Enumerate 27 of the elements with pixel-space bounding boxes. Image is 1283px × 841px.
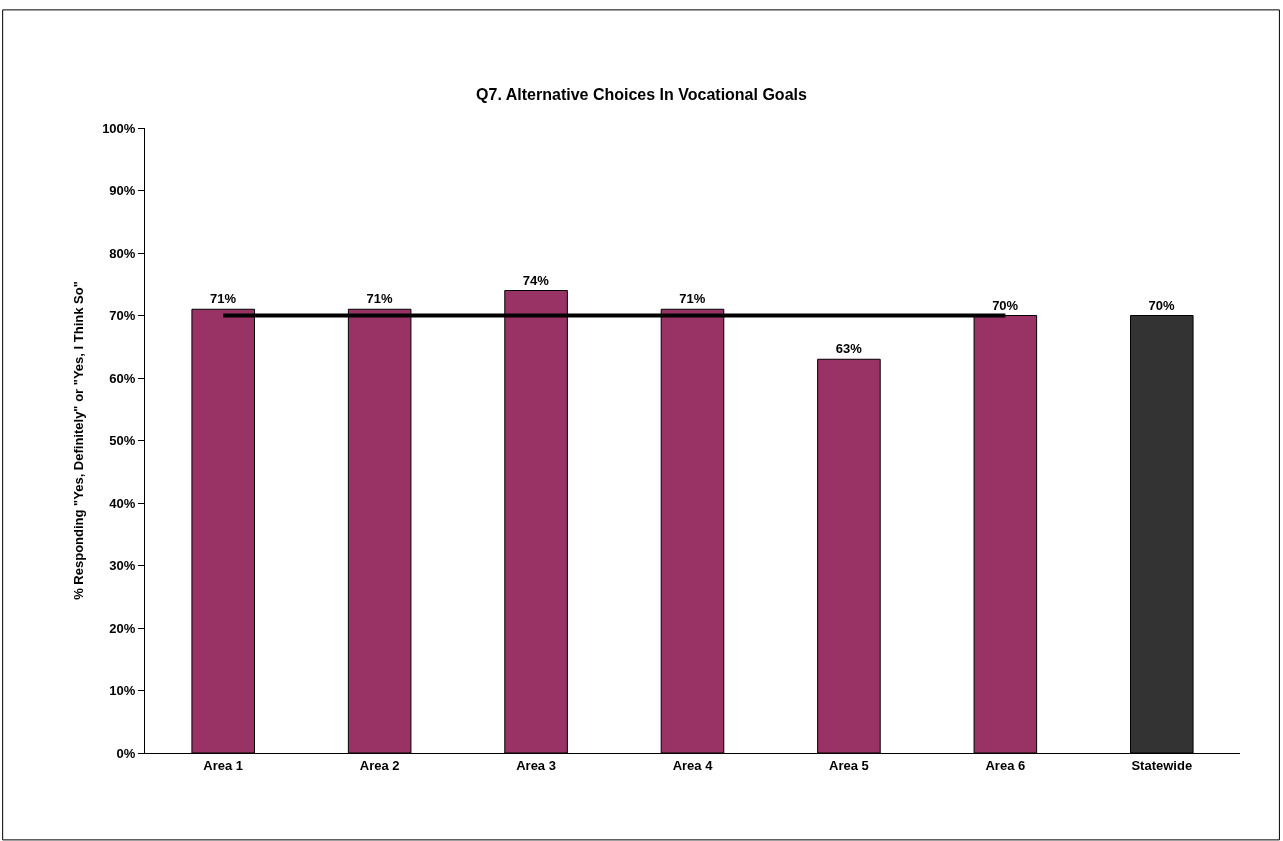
x-tick-label: Statewide [1131,757,1193,773]
x-tick-label: Area 4 [672,757,714,773]
data-label: 63% [835,341,863,357]
x-tick-label: Area 3 [516,757,556,773]
y-tick-label: 60% [109,370,136,386]
data-label: 71% [209,291,237,307]
x-tick-label: Area 6 [985,757,1026,773]
x-tick-label: Area 5 [829,757,869,773]
y-tick-label: 10% [109,683,136,699]
data-label: 71% [679,291,706,307]
y-tick-label: 100% [102,120,136,136]
chart-title: Q7. Alternative Choices In Vocational Goals [476,85,807,103]
data-label: 74% [522,272,550,288]
data-label: 71% [366,291,393,307]
y-tick-label: 80% [109,245,136,261]
data-label: 70% [1148,297,1176,313]
y-tick-label: 90% [109,183,136,199]
y-tick-label: 70% [109,308,136,324]
y-tick-label: 30% [109,558,136,574]
y-tick-label: 20% [109,620,136,636]
y-tick-label: 50% [109,433,136,449]
y-tick-label: 0% [116,745,136,761]
x-tick-label: Area 1 [203,757,244,773]
y-tick-label: 40% [109,495,136,511]
x-tick-label: Area 2 [359,757,400,773]
y-axis-title: % Responding "Yes, Definitely" or "Yes, I Think So" [71,281,87,600]
data-label: 70% [992,297,1019,313]
